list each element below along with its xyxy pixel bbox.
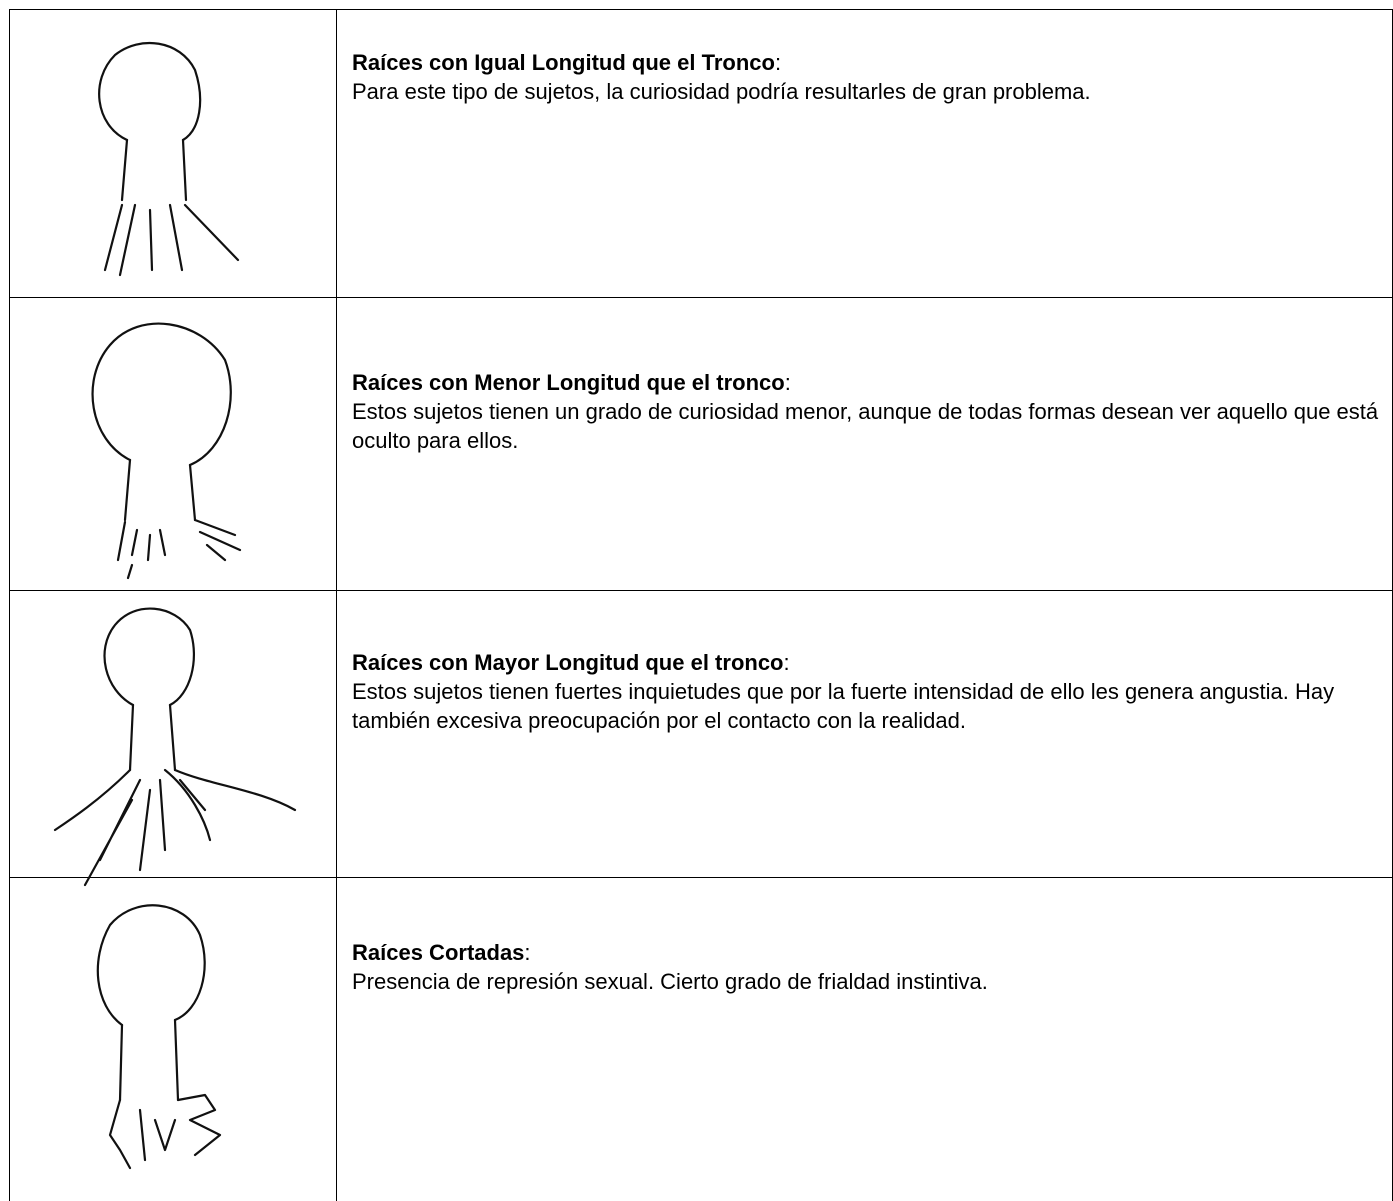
tree-short-roots	[91, 322, 242, 580]
heading-colon: :	[774, 50, 782, 75]
row-divider	[9, 590, 1393, 591]
tree-drawings	[53, 41, 297, 1170]
table-border	[9, 9, 1393, 10]
row-description: Estos sujetos tienen fuertes inquietudes…	[352, 679, 1335, 733]
tree-long-roots	[53, 607, 297, 887]
tree-cut-roots	[96, 904, 222, 1170]
row-heading: Raíces con Igual Longitud que el Tronco	[352, 50, 775, 75]
row-divider	[9, 297, 1393, 298]
row-text: Raíces con Igual Longitud que el Tronco:…	[352, 48, 1382, 106]
row-divider	[9, 877, 1393, 878]
tree-equal-roots	[98, 41, 240, 277]
heading-colon: :	[783, 650, 790, 675]
heading-colon: :	[524, 940, 531, 965]
row-description: Estos sujetos tienen un grado de curiosi…	[352, 399, 1379, 453]
heading-colon: :	[784, 370, 791, 395]
column-divider	[336, 9, 337, 1201]
row-heading: Raíces con Mayor Longitud que el tronco	[352, 650, 784, 675]
row-heading: Raíces con Menor Longitud que el tronco	[352, 370, 785, 395]
row-text: Raíces con Menor Longitud que el tronco:…	[352, 368, 1382, 455]
row-heading: Raíces Cortadas	[352, 940, 525, 965]
row-text: Raíces Cortadas: Presencia de represión …	[352, 938, 1382, 996]
row-description: Para este tipo de sujetos, la curiosidad…	[352, 79, 1091, 104]
row-text: Raíces con Mayor Longitud que el tronco:…	[352, 648, 1382, 735]
table-border	[9, 9, 10, 1201]
row-description: Presencia de represión sexual. Cierto gr…	[352, 969, 988, 994]
